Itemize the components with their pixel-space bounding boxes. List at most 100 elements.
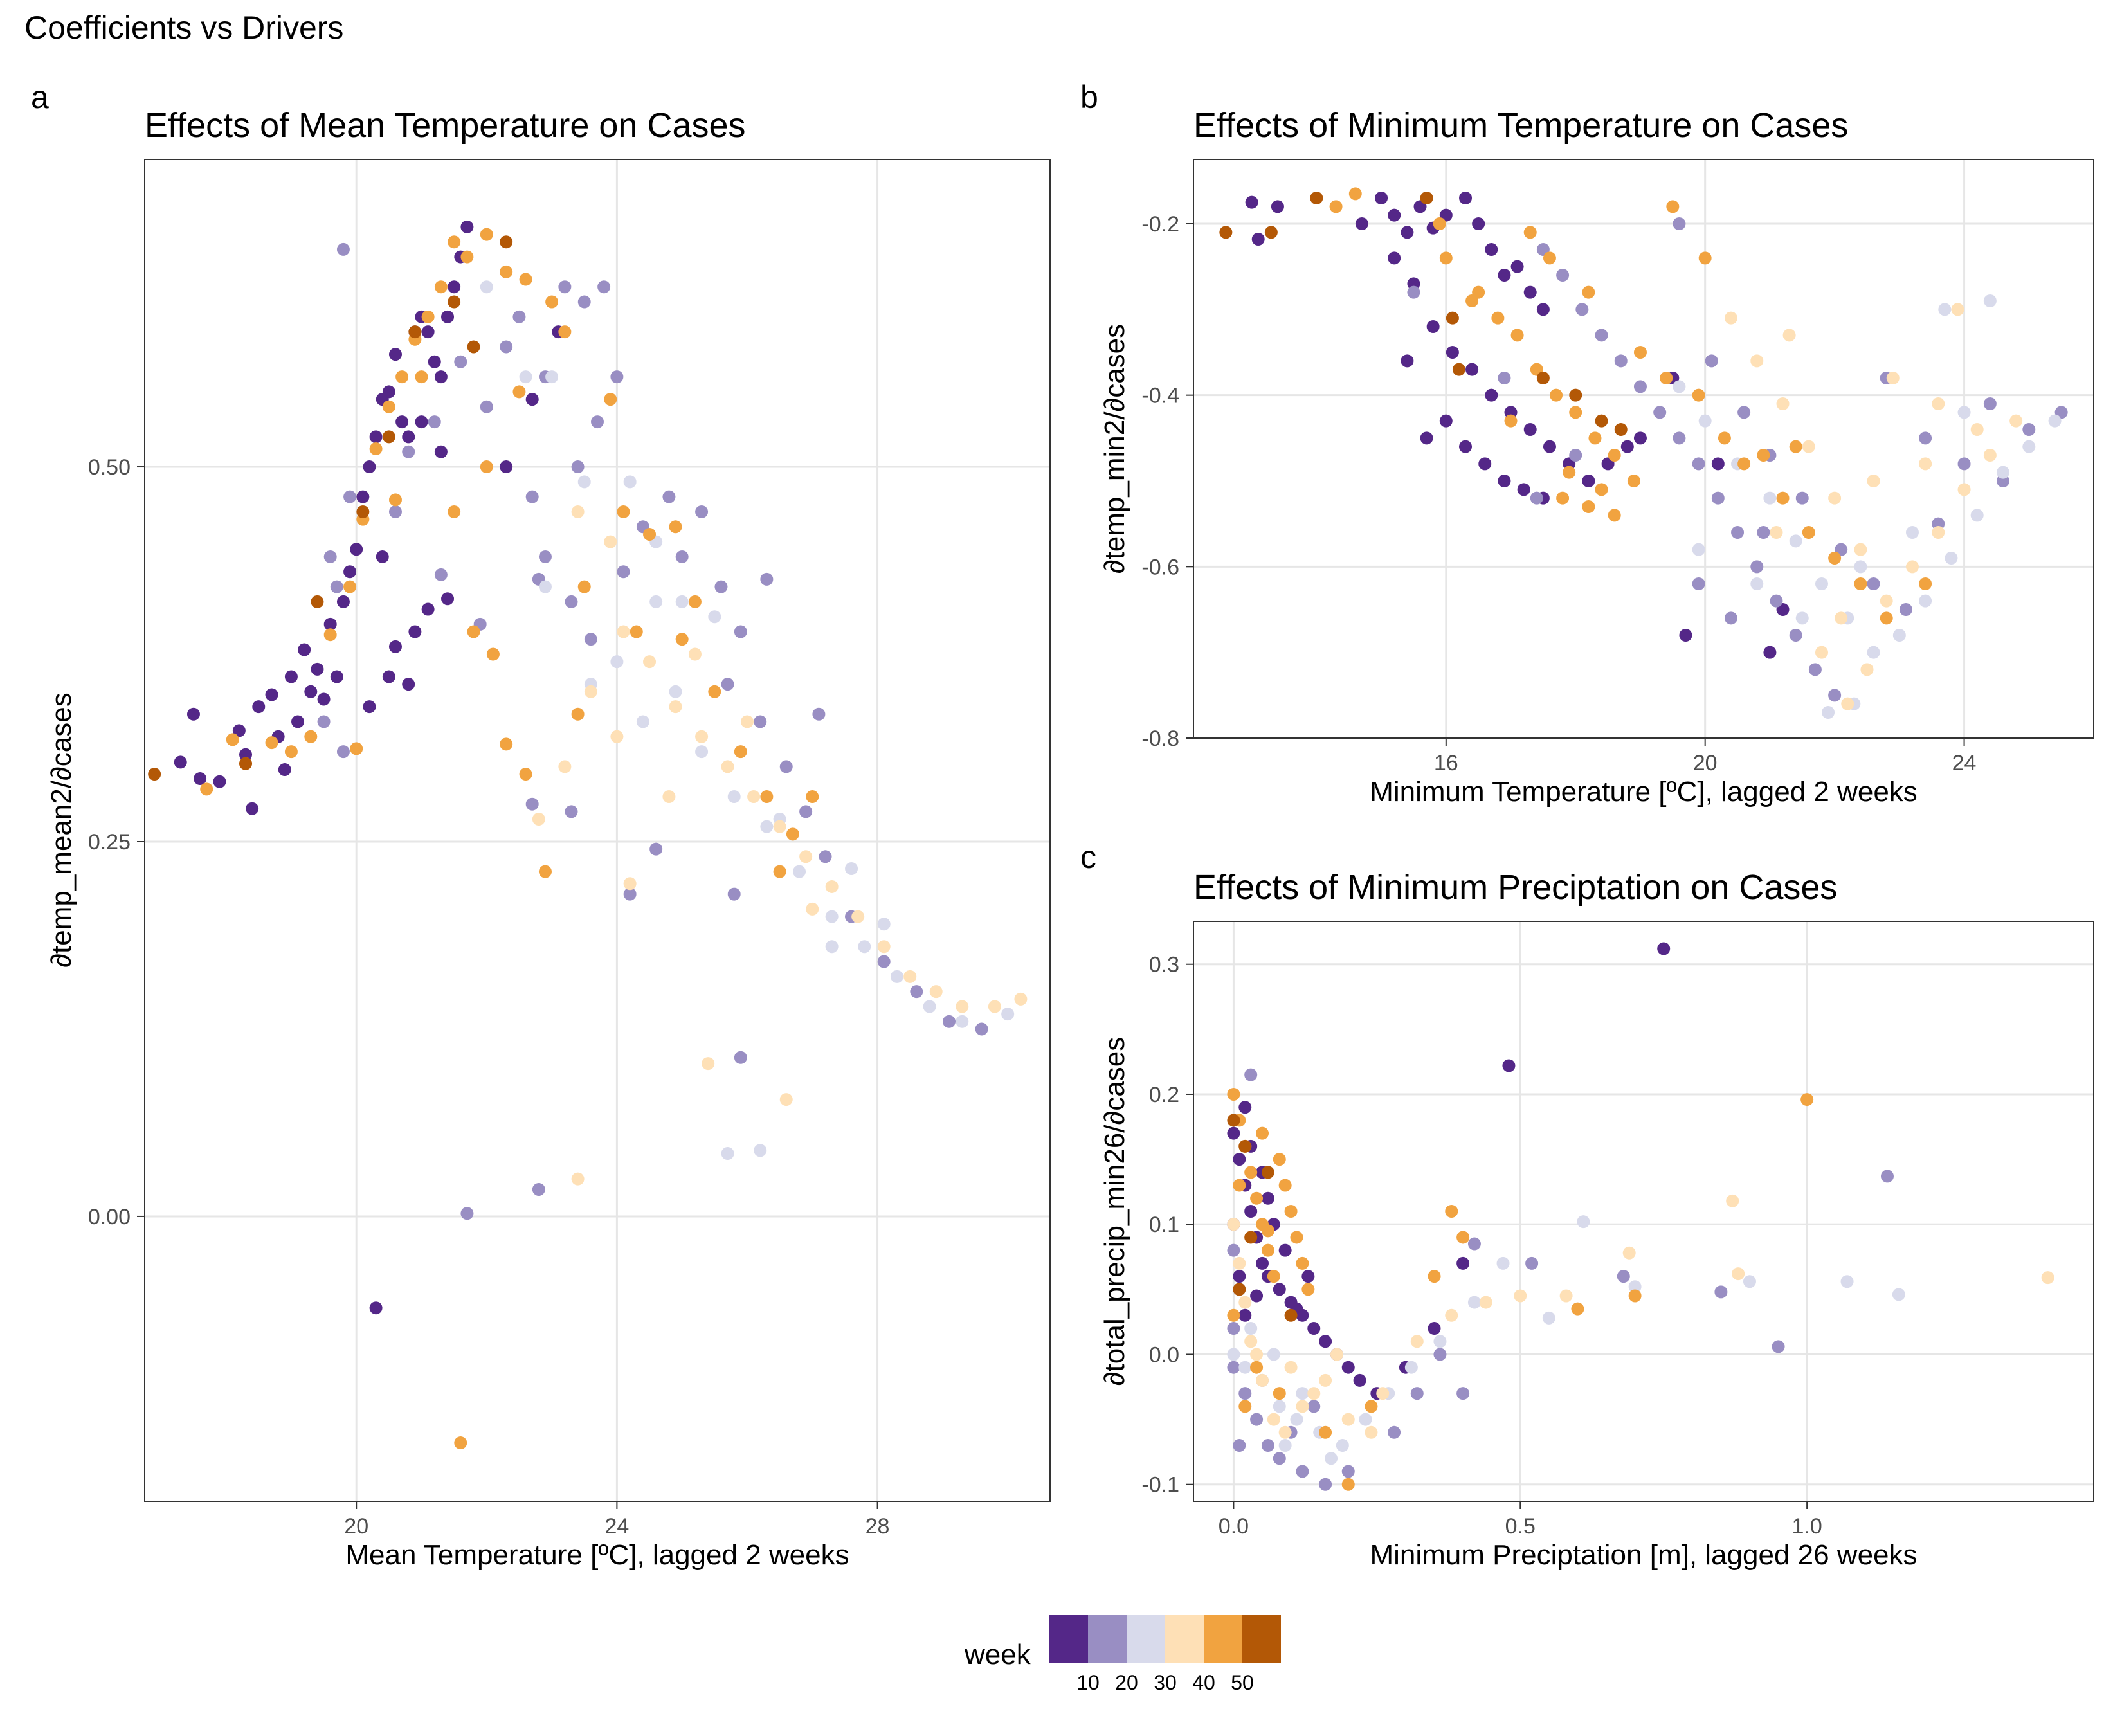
y-tick-label: 0.00 bbox=[88, 1205, 131, 1229]
data-point bbox=[186, 707, 200, 721]
data-point bbox=[1620, 440, 1634, 453]
x-tick-label: 20 bbox=[1693, 751, 1718, 775]
data-point bbox=[1498, 269, 1511, 282]
data-point bbox=[1301, 1270, 1315, 1283]
data-point bbox=[695, 505, 709, 518]
data-point bbox=[1256, 1373, 1269, 1387]
data-point bbox=[194, 772, 207, 786]
data-point bbox=[1919, 577, 1932, 590]
data-point bbox=[877, 918, 891, 931]
data-point bbox=[1459, 192, 1473, 204]
data-point bbox=[441, 592, 455, 606]
data-point bbox=[330, 670, 343, 683]
legend-title: week bbox=[964, 1639, 1031, 1670]
panel-b-title: Effects of Minimum Temperature on Cases bbox=[1193, 106, 1848, 145]
data-point bbox=[363, 700, 376, 714]
data-point bbox=[226, 733, 239, 746]
y-tick-label: 0.1 bbox=[1149, 1213, 1179, 1237]
data-point bbox=[721, 678, 734, 691]
data-point bbox=[1633, 346, 1647, 359]
data-point bbox=[480, 460, 493, 474]
data-point bbox=[1319, 1425, 1332, 1439]
data-point bbox=[1310, 192, 1323, 204]
data-point bbox=[525, 797, 539, 811]
data-point bbox=[1307, 1400, 1321, 1413]
data-point bbox=[382, 430, 395, 444]
data-point bbox=[1420, 431, 1433, 445]
data-point bbox=[1905, 526, 1919, 539]
data-point bbox=[388, 505, 402, 518]
data-point bbox=[454, 355, 467, 368]
data-point bbox=[402, 678, 415, 691]
data-point bbox=[1244, 1231, 1258, 1244]
data-point bbox=[584, 633, 597, 646]
data-point bbox=[1250, 1191, 1264, 1205]
data-point bbox=[571, 460, 585, 474]
panel-b-plot-area bbox=[1193, 159, 2094, 738]
data-point bbox=[336, 595, 350, 608]
y-tick-label: -0.1 bbox=[1141, 1473, 1179, 1497]
legend-tick-label: 10 bbox=[1076, 1671, 1100, 1694]
data-point bbox=[1296, 1400, 1309, 1413]
data-point bbox=[988, 1000, 1001, 1013]
data-point bbox=[929, 985, 943, 999]
data-point bbox=[467, 340, 480, 354]
data-point bbox=[265, 736, 278, 750]
panel-letter-a: a bbox=[31, 79, 49, 115]
data-point bbox=[760, 572, 774, 586]
data-point bbox=[617, 625, 630, 638]
data-point bbox=[1433, 1348, 1447, 1361]
data-point bbox=[734, 1051, 747, 1064]
data-point bbox=[1319, 1373, 1332, 1387]
data-point bbox=[1951, 303, 1964, 316]
data-point bbox=[1919, 431, 1932, 445]
data-point bbox=[1233, 1179, 1246, 1192]
data-point bbox=[1273, 1387, 1286, 1400]
data-point bbox=[1325, 1452, 1338, 1465]
data-point bbox=[577, 580, 591, 593]
data-point bbox=[402, 430, 415, 444]
data-point bbox=[382, 400, 395, 413]
data-point bbox=[311, 595, 324, 608]
data-point bbox=[1750, 577, 1764, 590]
data-point bbox=[343, 565, 357, 579]
data-point bbox=[571, 707, 585, 721]
data-point bbox=[1261, 1243, 1274, 1257]
data-point bbox=[1556, 269, 1570, 282]
data-point bbox=[1627, 475, 1640, 487]
data-point bbox=[1238, 1400, 1252, 1413]
data-point bbox=[558, 325, 572, 339]
data-point bbox=[1750, 560, 1764, 574]
data-point bbox=[1724, 311, 1737, 325]
data-point bbox=[1504, 414, 1518, 428]
data-point bbox=[350, 543, 363, 556]
data-point bbox=[434, 568, 448, 581]
data-point bbox=[577, 295, 591, 309]
data-point bbox=[1365, 1400, 1378, 1413]
data-point bbox=[1250, 1348, 1264, 1361]
data-point bbox=[571, 505, 585, 518]
data-point bbox=[1227, 1218, 1240, 1231]
data-point bbox=[1970, 423, 1984, 436]
data-point bbox=[662, 790, 676, 804]
data-point bbox=[415, 370, 428, 384]
data-point bbox=[1261, 1439, 1274, 1452]
data-point bbox=[1517, 483, 1530, 496]
data-point bbox=[1737, 406, 1751, 419]
data-point bbox=[1530, 491, 1543, 505]
data-point bbox=[1278, 1179, 1292, 1192]
data-point bbox=[604, 535, 617, 548]
data-point bbox=[799, 850, 813, 863]
data-point bbox=[545, 295, 559, 309]
data-point bbox=[1271, 200, 1284, 213]
data-point bbox=[1698, 251, 1712, 265]
data-point bbox=[1945, 552, 1958, 565]
data-point bbox=[1867, 646, 1880, 659]
data-point bbox=[773, 865, 786, 878]
data-point bbox=[1673, 431, 1686, 445]
panel-a-x-axis-title: Mean Temperature [ºC], lagged 2 weeks bbox=[345, 1539, 849, 1571]
data-point bbox=[402, 445, 415, 458]
data-point bbox=[323, 617, 337, 631]
data-point bbox=[1250, 1413, 1264, 1426]
legend-tick-label: 50 bbox=[1231, 1671, 1254, 1694]
